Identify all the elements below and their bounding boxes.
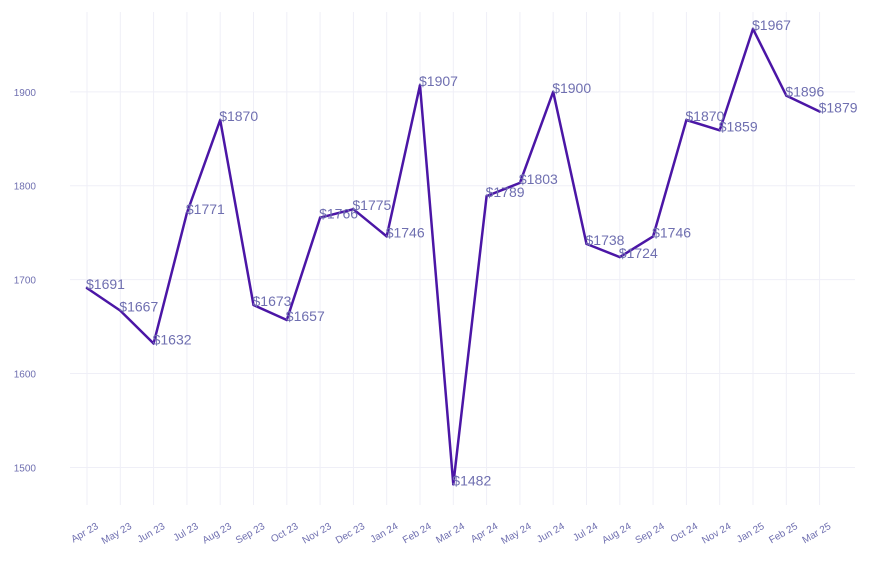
data-point [751, 27, 755, 31]
x-tick-label: Nov 23 [301, 521, 334, 547]
x-tick-label: Oct 23 [269, 521, 300, 545]
data-label: $1859 [719, 118, 758, 134]
data-point [651, 235, 655, 238]
data-label: $1771 [186, 201, 225, 217]
x-tick-label: May 24 [499, 521, 533, 547]
y-tick-label: 1700 [14, 276, 37, 287]
x-tick-label: Feb 24 [401, 521, 434, 546]
data-label: $1657 [286, 308, 325, 324]
data-label: $1967 [752, 17, 791, 33]
data-point [418, 84, 422, 87]
x-tick-label: Sep 23 [234, 521, 267, 547]
y-tick-label: 1600 [14, 370, 37, 381]
data-label: $1766 [319, 206, 358, 222]
data-point [285, 318, 288, 322]
x-tick-label: Jun 23 [136, 521, 168, 546]
data-point [518, 181, 522, 185]
x-tick-label: Feb 25 [767, 521, 800, 546]
data-label: $1900 [552, 80, 591, 96]
x-tick-label: Jan 25 [735, 521, 767, 546]
data-point [152, 342, 155, 345]
x-tick-label: Jul 24 [571, 521, 600, 544]
data-label: $1870 [219, 108, 258, 124]
data-label: $1896 [785, 84, 824, 100]
data-point [585, 242, 588, 246]
data-label: $1746 [386, 224, 425, 240]
x-tick-label: Sep 24 [634, 521, 667, 547]
data-point [785, 94, 788, 97]
data-point [485, 194, 488, 198]
data-label: $1724 [619, 245, 658, 261]
series-line [85, 27, 821, 486]
data-point [685, 118, 688, 122]
x-tick-label: Jul 23 [172, 521, 201, 544]
data-label: $1746 [652, 224, 691, 240]
x-tick-label: Apr 23 [69, 521, 100, 545]
grid [70, 12, 855, 505]
data-point [352, 208, 355, 211]
x-tick-label: Jan 24 [369, 521, 401, 546]
x-tick-label: Dec 23 [334, 521, 367, 547]
data-label: $1632 [153, 331, 192, 347]
x-tick-label: Mar 25 [801, 521, 834, 546]
data-point [219, 118, 222, 122]
data-label: $1738 [586, 232, 625, 248]
data-label: $1691 [86, 276, 125, 292]
data-point [385, 235, 388, 238]
y-tick-label: 1500 [14, 463, 37, 474]
x-tick-label: May 23 [100, 521, 134, 547]
x-tick-label: Apr 24 [469, 521, 500, 545]
x-tick-label: Nov 24 [700, 521, 733, 547]
data-label: $1673 [253, 293, 292, 309]
data-point [718, 129, 721, 132]
x-tick-label: Jun 24 [535, 521, 567, 546]
data-label: $1870 [685, 108, 724, 124]
data-label: $1667 [119, 299, 158, 315]
data-point [119, 309, 122, 312]
data-point [618, 255, 621, 259]
data-point [552, 90, 555, 94]
data-point [818, 110, 821, 113]
data-point [185, 211, 189, 215]
x-tick-label: Mar 24 [434, 521, 467, 546]
y-tick-label: 1900 [14, 88, 37, 99]
x-tick-label: Oct 24 [669, 521, 700, 545]
data-label: $1789 [486, 184, 525, 200]
data-label: $1803 [519, 171, 558, 187]
data-label: $1775 [352, 197, 391, 213]
data-point [85, 286, 89, 290]
data-point [318, 216, 322, 219]
data-point [252, 303, 255, 307]
data-point [452, 483, 455, 486]
y-tick-label: 1800 [14, 182, 37, 193]
data-labels: $1691 $1667 $1632 $1771 $1870 $1673$1657 $1766… [86, 17, 858, 488]
data-label: $1482 [452, 472, 491, 488]
y-axis-ticks: 1500 1600 1700 1800 1900 [14, 88, 37, 475]
x-tick-label: Aug 23 [201, 521, 234, 547]
x-axis-ticks: Apr 23 May 23 Jun 23 Jul 23 Aug 23 Sep 23 Oct … [69, 521, 833, 547]
x-tick-label: Aug 24 [600, 521, 633, 547]
data-label: $1907 [419, 73, 458, 89]
data-label: $1879 [819, 100, 858, 116]
